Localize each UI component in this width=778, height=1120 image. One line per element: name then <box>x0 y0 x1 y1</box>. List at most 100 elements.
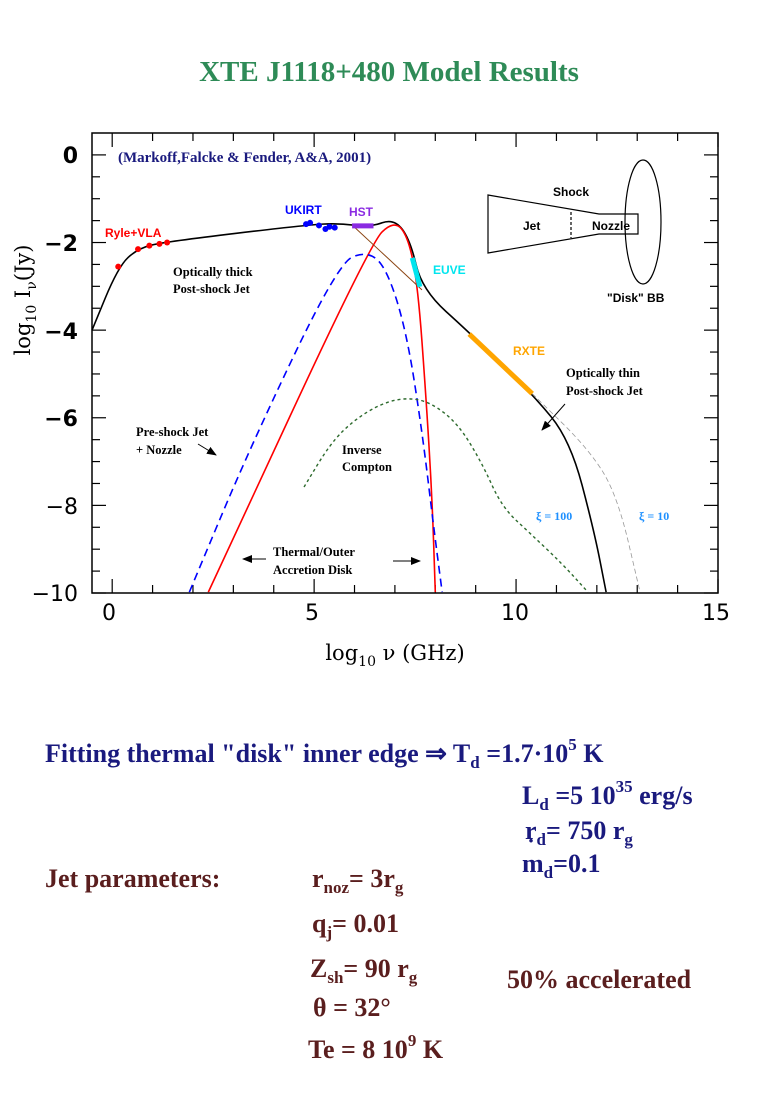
y-tick-label: 0 <box>63 144 78 169</box>
y-axis-label: log10 Iν(Jy) <box>11 245 40 356</box>
label-shock: Shock <box>553 185 589 199</box>
label-optically-thick: Optically thick <box>173 265 253 279</box>
arrow-pre-shock <box>197 443 217 456</box>
data-point-ryle-vla <box>156 240 163 247</box>
band-euve <box>409 257 423 288</box>
ld-line: Ld =5 1035 erg/s <box>522 778 693 813</box>
fit-line: Fitting thermal "disk" inner edge ⇒ Td =… <box>45 736 603 771</box>
label-thermal-disk-2: Accretion Disk <box>273 563 352 577</box>
data-points <box>115 219 338 270</box>
zsh: Z <box>310 954 328 983</box>
md-value: =0.1 <box>553 849 601 878</box>
qj-sub: j <box>326 923 333 942</box>
data-point-ukirt <box>315 222 322 229</box>
data-point-ryle-vla <box>146 242 153 249</box>
label-optically-thin: Optically thin <box>566 366 640 380</box>
label-xi-100: ξ = 100 <box>536 509 572 523</box>
data-point-ukirt <box>307 219 314 226</box>
zsh-sub: sh <box>327 968 344 987</box>
rd-g: g <box>624 830 633 849</box>
zsh-line: Zsh= 90 rg <box>310 954 418 987</box>
sed-chart: 0 5 10 15 0 −2 −4 −6 −8 −10 log10 ν (GHz… <box>11 132 730 670</box>
te-line: Te = 8 109 K <box>308 1032 443 1063</box>
label-thermal-disk: Thermal/Outer <box>273 545 355 559</box>
rd-line: rd= 750 rg <box>525 816 633 849</box>
x-tick-label: 0 <box>102 601 116 626</box>
label-euve: EUVE <box>433 263 466 277</box>
observation-bands <box>352 223 534 396</box>
data-point-ryle-vla <box>164 239 171 246</box>
rnoz-line: rnoz= 3rg <box>312 864 404 897</box>
label-jet: Jet <box>523 219 540 233</box>
jet-nozzle-diagram <box>487 159 662 285</box>
label-pre-shock: Pre-shock Jet <box>136 425 209 439</box>
series-line-inverse-compton <box>303 398 589 593</box>
label-inverse-compton-2: Compton <box>342 460 392 474</box>
data-point-ryle-vla <box>115 263 122 270</box>
label-nozzle: Nozzle <box>592 219 630 233</box>
label-optically-thin-2: Post-shock Jet <box>566 384 644 398</box>
x-tick-label: 5 <box>305 601 319 626</box>
te-value: Te = 8 10 <box>308 1035 408 1064</box>
data-point-ukirt <box>326 223 333 230</box>
y-tick-label: −10 <box>32 582 78 607</box>
arrow-optically-thin <box>541 403 566 431</box>
theta-line: θ = 32° <box>313 993 391 1022</box>
rd: r <box>525 816 537 845</box>
td-value: =1.7·10 <box>479 739 569 768</box>
data-point-ryle-vla <box>135 246 142 253</box>
band-rxte <box>467 332 534 396</box>
x-tick-label: 15 <box>702 601 730 626</box>
label-hst: HST <box>349 205 374 219</box>
jet-parameters-label: Jet parameters: <box>45 864 221 893</box>
slide-title: XTE J1118+480 Model Results <box>199 56 579 88</box>
label-ryle-vla: Ryle+VLA <box>105 226 162 240</box>
label-inverse-compton: Inverse <box>342 443 382 457</box>
zsh-g: g <box>408 968 418 987</box>
y-tick-label: −2 <box>44 232 78 257</box>
zsh-value: = 90 r <box>343 954 409 983</box>
series-line-total <box>91 220 607 593</box>
plot-frame <box>91 132 719 594</box>
rd-sub: d <box>536 830 547 849</box>
citation: (Markoff,Falcke & Fender, A&A, 2001) <box>118 150 371 166</box>
td-unit: K <box>576 739 604 768</box>
md: m <box>522 849 544 878</box>
y-tick-label: −8 <box>46 495 78 520</box>
data-point-ukirt <box>331 224 338 231</box>
y-tick-label: −4 <box>44 320 78 345</box>
qj: q <box>312 909 327 938</box>
rnoz-sub: noz <box>323 878 350 897</box>
fit-text: Fitting thermal "disk" inner edge ⇒ T <box>45 739 471 768</box>
x-axis-label: log10 ν (GHz) <box>325 641 464 670</box>
rnoz-value: = 3r <box>349 864 395 893</box>
te-unit: K <box>416 1035 444 1064</box>
y-tick-label: −6 <box>44 407 78 432</box>
rnoz-g: g <box>394 878 404 897</box>
rnoz: r <box>312 864 324 893</box>
rd-value: = 750 r <box>546 816 625 845</box>
td-sub: d <box>470 753 480 772</box>
ld-unit: erg/s <box>632 781 693 810</box>
x-tick-label: 10 <box>501 601 529 626</box>
series-line--10 <box>531 393 641 593</box>
ld-sub: d <box>539 795 549 814</box>
ld-value: =5 10 <box>548 781 616 810</box>
label-rxte: RXTE <box>513 344 545 358</box>
label-pre-shock-2: + Nozzle <box>136 443 182 457</box>
qj-value: = 0.01 <box>332 909 399 938</box>
axis-ticks <box>92 133 719 594</box>
qj-line: qj= 0.01 <box>312 909 399 942</box>
series-line-thermal-outer-accretion-disk <box>207 224 437 593</box>
accelerated-label: 50% accelerated <box>507 965 692 994</box>
label-ukirt: UKIRT <box>285 203 322 217</box>
ld: L <box>522 781 540 810</box>
te-exp: 9 <box>407 1031 417 1050</box>
label-disk-bb: "Disk" BB <box>607 291 665 305</box>
td-exp: 5 <box>568 735 577 754</box>
ld-exp: 35 <box>615 777 633 796</box>
label-optically-thick-2: Post-shock Jet <box>173 282 251 296</box>
series-line-pre-shock-jet-nozzle <box>188 253 443 593</box>
label-xi-10: ξ = 10 <box>639 509 669 523</box>
md-sub: d <box>543 863 554 882</box>
